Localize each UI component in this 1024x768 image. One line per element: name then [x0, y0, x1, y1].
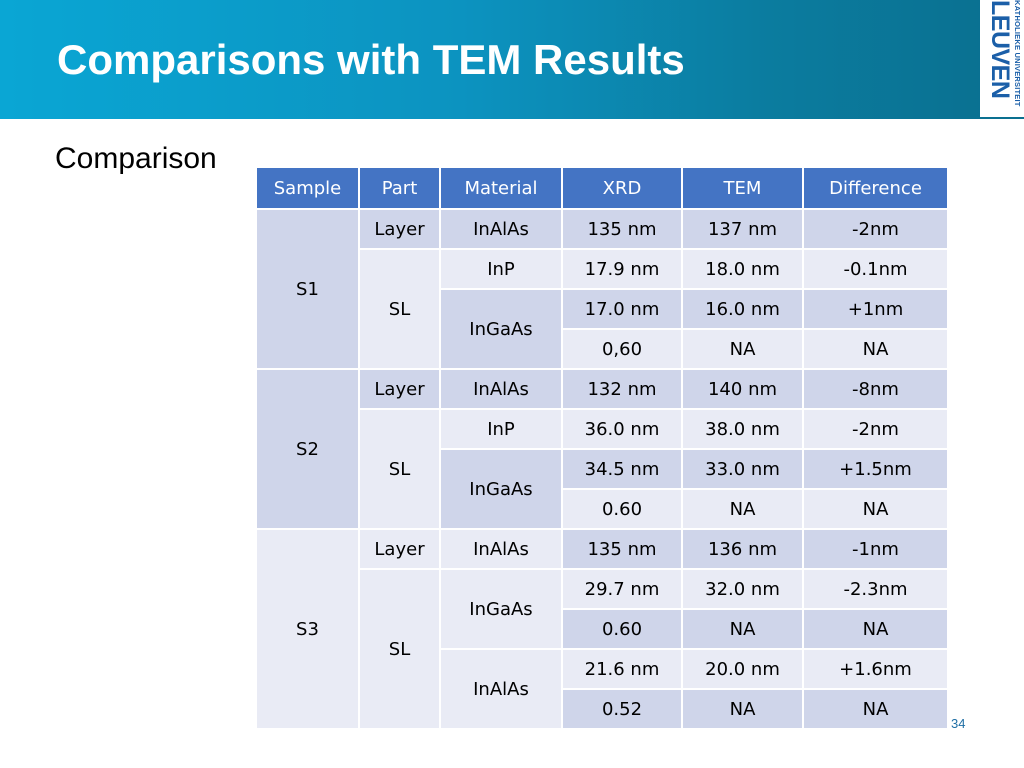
difference-cell: -0.1nm [802, 248, 949, 290]
material-cell: InGaAs [439, 568, 563, 650]
part-cell: Layer [358, 208, 441, 250]
xrd-cell: 135 nm [561, 528, 683, 570]
table-row: InGaAs 34.5 nm 33.0 nm +1.5nm [256, 448, 949, 530]
table-row: SL InP 36.0 nm 38.0 nm -2nm [256, 408, 949, 530]
tem-cell: NA [681, 608, 804, 650]
difference-cell: -8nm [802, 368, 949, 410]
part-cell: SL [358, 408, 441, 530]
difference-cell: +1nm [802, 288, 949, 330]
table-header-row: Sample Part Material XRD TEM Difference [255, 166, 949, 210]
difference-cell: -2nm [802, 408, 949, 450]
material-cell: InGaAs [439, 288, 563, 370]
table-row: InAlAs 21.6 nm 20.0 nm +1.6nm [256, 648, 949, 730]
xrd-cell: 0.60 [561, 608, 683, 650]
slide-title: Comparisons with TEM Results [57, 36, 685, 83]
tem-cell: 20.0 nm [681, 648, 804, 690]
part-cell: SL [358, 248, 441, 370]
xrd-cell: 135 nm [561, 208, 683, 250]
xrd-cell: 132 nm [561, 368, 683, 410]
slide-subtitle: Comparison [55, 142, 217, 175]
slide-header: Comparisons with TEM Results KATHOLIEKE … [0, 0, 1024, 119]
comparison-table: Sample Part Material XRD TEM Difference … [255, 166, 949, 730]
xrd-cell: 17.0 nm [561, 288, 683, 330]
table-row: SL InP 17.9 nm 18.0 nm -0.1nm [256, 248, 949, 370]
table-row: 0,60 NA NA [256, 328, 949, 370]
tem-cell: NA [681, 688, 804, 730]
difference-cell: +1.6nm [802, 648, 949, 690]
difference-cell: NA [802, 488, 949, 530]
table-row: S1 Layer InAlAs 135 nm 137 nm -2nm [255, 208, 949, 370]
sample-cell: S3 [255, 528, 360, 730]
university-logo: KATHOLIEKE UNIVERSITEIT LEUVEN [980, 0, 1024, 117]
tem-cell: 33.0 nm [681, 448, 804, 490]
sample-cell: S1 [255, 208, 360, 370]
difference-cell: +1.5nm [802, 448, 949, 490]
difference-cell: -1nm [802, 528, 949, 570]
part-cell: SL [358, 568, 441, 730]
table-row: S2 Layer InAlAs 132 nm 140 nm -8nm [255, 368, 949, 530]
header-material: Material [439, 166, 563, 210]
material-cell: InAlAs [439, 208, 563, 250]
xrd-cell: 29.7 nm [561, 568, 683, 610]
sample-cell: S2 [255, 368, 360, 530]
tem-cell: 140 nm [681, 368, 804, 410]
tem-cell: 32.0 nm [681, 568, 804, 610]
tem-cell: 18.0 nm [681, 248, 804, 290]
material-cell: InP [439, 408, 563, 450]
xrd-cell: 36.0 nm [561, 408, 683, 450]
material-cell: InP [439, 248, 563, 290]
logo-big-text: LEUVEN [986, 0, 1014, 99]
material-cell: InGaAs [439, 448, 563, 530]
header-difference: Difference [802, 166, 949, 210]
table-row: SL InGaAs 29.7 nm 32.0 nm -2.3nm [256, 568, 949, 730]
tem-cell: NA [681, 488, 804, 530]
difference-cell: NA [802, 608, 949, 650]
table-row: 0.52 NA NA [256, 688, 949, 730]
difference-cell: -2.3nm [802, 568, 949, 610]
tem-cell: 16.0 nm [681, 288, 804, 330]
part-cell: Layer [358, 528, 441, 570]
page-number: 34 [951, 716, 966, 731]
logo-text-group: KATHOLIEKE UNIVERSITEIT LEUVEN [982, 0, 1022, 116]
xrd-cell: 0.60 [561, 488, 683, 530]
material-cell: InAlAs [439, 648, 563, 730]
difference-cell: -2nm [802, 208, 949, 250]
table-row: 0.60 NA NA [256, 608, 949, 650]
header-part: Part [358, 166, 441, 210]
table-row: InGaAs 17.0 nm 16.0 nm +1nm [256, 288, 949, 370]
xrd-cell: 0.52 [561, 688, 683, 730]
xrd-cell: 21.6 nm [561, 648, 683, 690]
header-sample: Sample [255, 166, 360, 210]
header-tem: TEM [681, 166, 804, 210]
table-row: 0.60 NA NA [256, 488, 949, 530]
xrd-cell: 17.9 nm [561, 248, 683, 290]
difference-cell: NA [802, 328, 949, 370]
tem-cell: 137 nm [681, 208, 804, 250]
xrd-cell: 0,60 [561, 328, 683, 370]
table-row: S3 Layer InAlAs 135 nm 136 nm -1nm [255, 528, 949, 730]
xrd-cell: 34.5 nm [561, 448, 683, 490]
material-cell: InAlAs [439, 368, 563, 410]
difference-cell: NA [802, 688, 949, 730]
tem-cell: 136 nm [681, 528, 804, 570]
material-cell: InAlAs [439, 528, 563, 570]
tem-cell: 38.0 nm [681, 408, 804, 450]
part-cell: Layer [358, 368, 441, 410]
tem-cell: NA [681, 328, 804, 370]
header-xrd: XRD [561, 166, 683, 210]
